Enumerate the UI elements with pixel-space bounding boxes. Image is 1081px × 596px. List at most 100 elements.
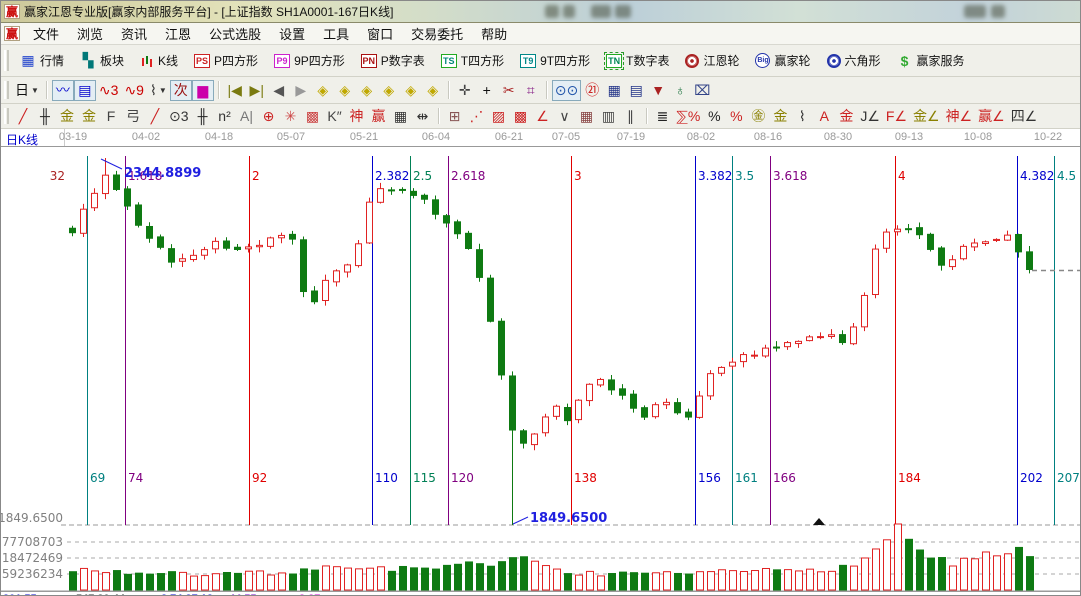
- list-stat-icon[interactable]: ≣: [656, 107, 669, 124]
- period-selector[interactable]: 日 ▼: [15, 82, 39, 98]
- toolbar-button-六角形[interactable]: 六角形: [819, 48, 889, 73]
- square-grid-icon[interactable]: ▦: [579, 107, 594, 124]
- rays-icon[interactable]: ⋰: [469, 107, 484, 124]
- menu-item-5[interactable]: 公式选股: [209, 26, 262, 42]
- star-grid-icon[interactable]: ✳: [284, 107, 297, 124]
- angle-ying-icon[interactable]: 赢∠: [978, 108, 1005, 124]
- angle-si-icon[interactable]: 四∠: [1010, 108, 1038, 124]
- main-toolbar: ▦ 行情 ▚ 板块 K线 PS P四方形 P9 9P四方形 PN P数字表 TS T四方形 T9 9T四方形…: [1, 45, 1080, 77]
- first-page-icon[interactable]: |◀: [227, 81, 242, 98]
- net-tool-icon[interactable]: ⌗: [526, 81, 535, 98]
- red-grid-icon[interactable]: ▩: [513, 107, 528, 124]
- toolbar-button-T四方形[interactable]: TS T四方形: [433, 48, 512, 73]
- search-icon[interactable]: ⊙⊙: [551, 79, 582, 101]
- menu-item-8[interactable]: 窗口: [367, 26, 394, 42]
- menu-item-2[interactable]: 浏览: [77, 26, 104, 42]
- toolbar-button-9P四方形[interactable]: P9 9P四方形: [266, 48, 353, 73]
- menu-item-6[interactable]: 设置: [279, 26, 306, 42]
- menu-item-4[interactable]: 江恩: [165, 26, 192, 42]
- diamond-compress-icon[interactable]: ◈: [383, 81, 395, 98]
- toolbar-button-江恩轮[interactable]: 江恩轮: [677, 48, 747, 73]
- diamond-vcompress-icon[interactable]: ◈: [427, 81, 439, 98]
- fan-box-icon[interactable]: ▨: [491, 107, 506, 124]
- calculator-icon[interactable]: ▦: [607, 81, 621, 98]
- info-doc-icon[interactable]: ▤: [73, 79, 96, 101]
- diamond-vexpand-icon[interactable]: ◈: [405, 81, 417, 98]
- angle-shen-icon[interactable]: 神∠: [945, 108, 973, 124]
- toolbar-button-板块[interactable]: ▚ 板块: [72, 48, 132, 73]
- last-page-icon[interactable]: ▶|: [249, 81, 264, 98]
- angle-f-icon[interactable]: F∠: [885, 107, 907, 124]
- title-bar[interactable]: 赢 赢家江恩专业版[赢家内部服务平台] - [上证指数 SH1A0001-167…: [1, 1, 1080, 23]
- prev-icon[interactable]: ◀: [273, 81, 285, 98]
- percent-icon[interactable]: %: [708, 108, 721, 124]
- ying-ruler-icon[interactable]: 赢: [371, 108, 386, 124]
- toolbar-button-K线[interactable]: K线: [132, 48, 186, 73]
- delete-line-icon[interactable]: ✂: [502, 81, 515, 98]
- angle-gold-icon[interactable]: 金∠: [913, 108, 940, 124]
- toolbar-button-赢家服务[interactable]: $ 赢家服务: [889, 48, 973, 73]
- ruler-icon[interactable]: ╫: [40, 108, 50, 124]
- toolbar-button-P四方形[interactable]: PS P四方形: [186, 48, 266, 73]
- toolbar-button-P数字表[interactable]: PN P数字表: [353, 48, 433, 73]
- wave9-icon[interactable]: ∿9: [124, 81, 144, 98]
- sum-pct-icon[interactable]: ⅀%: [676, 107, 701, 124]
- circle-cross-icon[interactable]: ⊕: [262, 107, 275, 124]
- next-icon[interactable]: ▶: [295, 81, 307, 98]
- wave3-icon[interactable]: ∿3: [98, 81, 119, 98]
- diamond-right-icon[interactable]: ◈: [339, 81, 351, 98]
- menu-item-3[interactable]: 资讯: [121, 26, 148, 42]
- grid123-icon[interactable]: ▦: [393, 107, 408, 124]
- hand-tool-icon[interactable]: ✛: [458, 81, 471, 98]
- T数字表-icon: TN: [604, 51, 625, 70]
- ruler-plain-icon[interactable]: ╫: [197, 108, 208, 124]
- ci-tool-icon[interactable]: 次: [169, 79, 192, 101]
- parallel-icon[interactable]: ∥: [627, 107, 635, 124]
- mirror-icon[interactable]: A|: [240, 108, 254, 124]
- crosshair-icon[interactable]: +: [482, 82, 491, 98]
- gold-red-icon[interactable]: 金: [839, 108, 854, 124]
- menu-item-10[interactable]: 帮助: [481, 26, 508, 42]
- kline-chart-area[interactable]: 177708703 118472469 59236234 1849.6500 69 1.6…: [1, 147, 1081, 596]
- f-ruler-icon[interactable]: F: [106, 108, 116, 124]
- v-lines-icon[interactable]: ∨: [559, 107, 570, 124]
- frame-tool-icon[interactable]: ⊞: [448, 107, 461, 124]
- brush-tool-icon[interactable]: ╱: [18, 107, 28, 124]
- pc-export-icon[interactable]: ⌧: [694, 81, 711, 98]
- brush2-icon[interactable]: ╱: [150, 107, 160, 124]
- toolbar-button-赢家轮[interactable]: Big 赢家轮: [747, 48, 818, 73]
- grid-box-icon[interactable]: ▩: [305, 107, 320, 124]
- pct-line-icon[interactable]: %: [730, 108, 743, 124]
- angle-j-icon[interactable]: J∠: [860, 107, 880, 124]
- shen-ruler-icon[interactable]: 神: [349, 108, 364, 124]
- zigzag-icon[interactable]: 〰: [51, 79, 74, 101]
- n2-ruler-icon[interactable]: n²: [218, 108, 231, 124]
- h-measure-icon[interactable]: ⇹: [416, 107, 429, 124]
- candle-style-selector[interactable]: ⌇ ▼: [149, 81, 167, 98]
- box-ruler-icon[interactable]: ▥: [601, 107, 616, 124]
- gold-ruler1-icon[interactable]: 金: [60, 108, 74, 124]
- toolbar-button-行情[interactable]: ▦ 行情: [12, 48, 72, 73]
- wave-a-icon[interactable]: A: [819, 108, 829, 124]
- menu-item-7[interactable]: 工具: [323, 26, 350, 42]
- diamond-expand-icon[interactable]: ◈: [361, 81, 373, 98]
- menu-item-9[interactable]: 交易委托: [411, 26, 464, 42]
- save-icon[interactable]: ▼: [651, 82, 666, 98]
- brush-candle-icon[interactable]: ⌇: [798, 107, 806, 124]
- diamond-left-icon[interactable]: ◈: [317, 81, 329, 98]
- arc-ruler-icon[interactable]: 弓: [126, 108, 140, 124]
- toolbar-button-T数字表[interactable]: TN T数字表: [598, 48, 677, 73]
- toolbar-button-9T四方形[interactable]: T9 9T四方形: [512, 48, 598, 73]
- notepad-icon[interactable]: ▤: [629, 81, 643, 98]
- histogram-icon[interactable]: ▆: [191, 79, 214, 101]
- gold-line-icon[interactable]: 金: [773, 108, 788, 124]
- menu-item-1[interactable]: 文件: [33, 26, 60, 42]
- k2-icon[interactable]: K″: [327, 108, 342, 124]
- web-export-icon[interactable]: ♁: [674, 82, 686, 98]
- candlestick-chart[interactable]: 177708703 118472469 59236234 1849.6500 69 1.6…: [1, 147, 1081, 596]
- cycle3-icon[interactable]: ⊙3: [169, 107, 189, 124]
- angle-lines-icon[interactable]: ∠: [536, 107, 549, 124]
- gold-circle-icon[interactable]: ㊎: [751, 108, 766, 124]
- calendar-icon[interactable]: ㉑: [585, 82, 600, 98]
- gold-ruler2-icon[interactable]: 金: [82, 108, 96, 124]
